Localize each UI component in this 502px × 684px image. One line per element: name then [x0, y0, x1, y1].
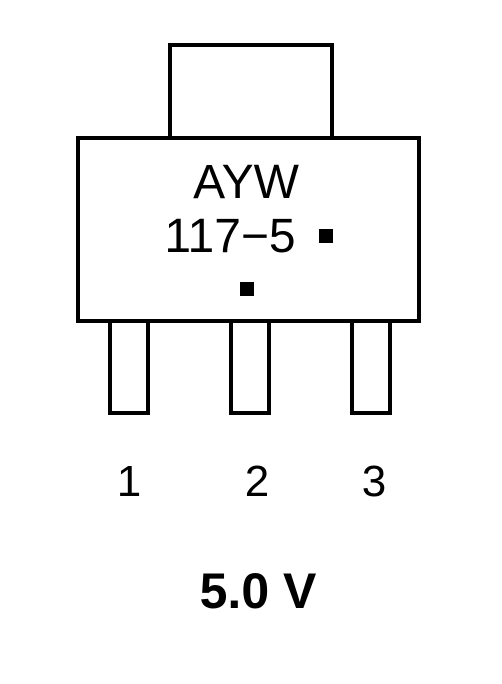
pin-2-label: 2 [245, 457, 269, 506]
pin-2-lead [229, 319, 271, 415]
marking-dot-right [319, 229, 333, 243]
pin-3-label: 3 [362, 457, 386, 506]
marking-line-2: 117−5 [164, 210, 295, 263]
marking-line-1: AYW [193, 156, 299, 209]
pin-1-label: 1 [117, 457, 141, 506]
marking-dot-center [240, 282, 254, 296]
pin-1-lead [108, 319, 150, 415]
package-tab [168, 43, 334, 142]
voltage-label: 5.0 V [200, 563, 317, 619]
pin-3-lead [350, 319, 392, 415]
